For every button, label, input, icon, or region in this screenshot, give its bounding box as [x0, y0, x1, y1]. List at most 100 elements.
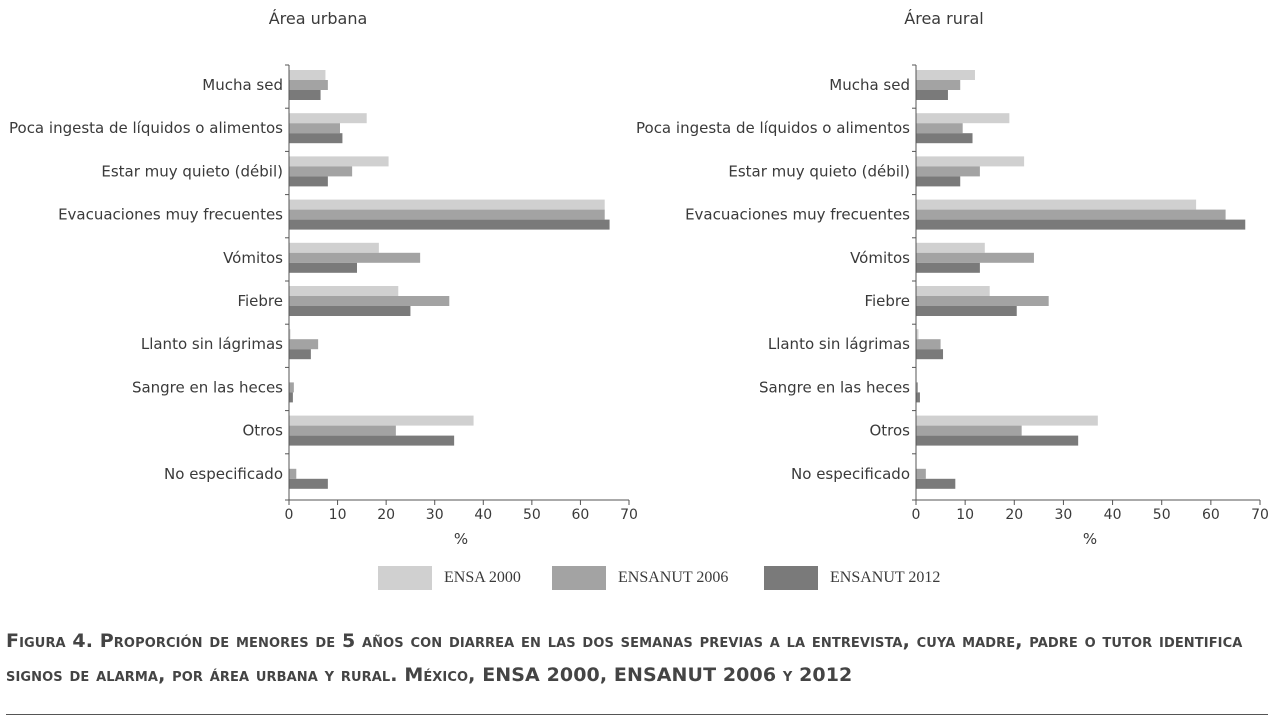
panel-2-bar-fiebre-ensa-2000: [916, 286, 990, 296]
panel-2-bar-mucha-sed-ensanut-2012: [916, 90, 948, 100]
panel-1-bar-estar-muy-quieto-debil-ensanut-2012: [289, 176, 328, 187]
panel-1-x-axis-label: %: [454, 530, 468, 548]
panel-1-bar-otros-ensa-2000: [289, 415, 474, 426]
legend: ENSA 2000 ENSANUT 2006 ENSANUT 2012: [378, 566, 978, 592]
panel-2-x-tick-label-40: 40: [1104, 507, 1122, 523]
panel-1-bar-otros-ensanut-2006: [289, 425, 396, 436]
panel-1-x-tick-label-40: 40: [474, 507, 492, 523]
panel-2-bar-mucha-sed-ensa-2000: [916, 70, 975, 80]
panel-2-bar-estar-muy-quieto-debil-ensanut-2012: [916, 176, 961, 187]
panel-2-bar-vomitos-ensanut-2012: [916, 262, 980, 273]
panel-2-category-label-otros: Otros: [869, 422, 910, 440]
panel-1-category-label-llanto-sin-lagrimas: Llanto sin lágrimas: [141, 335, 283, 353]
panel-2-bar-llanto-sin-lagrimas-ensanut-2012: [916, 349, 944, 360]
panel-2-bar-poca-ingesta-de-liquidos-o-alimentos-ensanut-2006: [916, 123, 963, 134]
panel-2-bar-no-especificado-ensanut-2006: [916, 468, 926, 479]
panel-2-x-tick-label-70: 70: [1251, 507, 1269, 523]
panel-1-category-label-estar-muy-quieto-debil: Estar muy quieto (débil): [101, 162, 283, 180]
panel-2-category-label-sangre-en-las-heces: Sangre en las heces: [759, 378, 910, 396]
legend-label-ensanut-2012: ENSANUT 2012: [830, 569, 941, 586]
panel-1-x-tick-label-50: 50: [523, 507, 541, 523]
panel-1-bar-vomitos-ensanut-2012: [289, 262, 357, 273]
panel-1-category-label-sangre-en-las-heces: Sangre en las heces: [132, 378, 283, 396]
panel-1-category-label-no-especificado: No especificado: [164, 465, 283, 483]
panel-1-title: Área urbana: [269, 9, 368, 28]
panel-1-bar-poca-ingesta-de-liquidos-o-alimentos-ensanut-2006: [289, 123, 340, 134]
panel-1-bar-estar-muy-quieto-debil-ensanut-2006: [289, 166, 353, 177]
panel-1-category-label-vomitos: Vómitos: [223, 249, 283, 267]
panel-2-bar-fiebre-ensanut-2006: [916, 296, 1049, 306]
panel-2-bar-evacuaciones-muy-frecuentes-ensanut-2006: [916, 209, 1226, 220]
panel-1-x-tick-label-10: 10: [329, 507, 347, 523]
panel-1-bar-vomitos-ensa-2000: [289, 242, 379, 253]
panel-1-bar-no-especificado-ensanut-2012: [289, 478, 328, 489]
panel-2-category-label-llanto-sin-lagrimas: Llanto sin lágrimas: [768, 335, 910, 353]
panel-2-bar-estar-muy-quieto-debil-ensa-2000: [916, 156, 1025, 167]
panel-2-x-tick-label-50: 50: [1153, 507, 1171, 523]
panel-2-bar-llanto-sin-lagrimas-ensanut-2006: [916, 339, 941, 350]
panel-1-bar-estar-muy-quieto-debil-ensa-2000: [289, 156, 389, 167]
panel-2-bar-otros-ensanut-2006: [916, 425, 1022, 436]
panel-2-bar-otros-ensanut-2012: [916, 435, 1079, 446]
panel-1-bar-poca-ingesta-de-liquidos-o-alimentos-ensa-2000: [289, 113, 367, 124]
bar-chart: Área urbana Mucha sed Poca ingesta de líqu…: [9, 9, 1269, 548]
legend-item-ensanut-2012: ENSANUT 2012: [764, 566, 940, 590]
caption-rule: [6, 714, 1268, 715]
panel-2-x-tick-label-20: 20: [1005, 507, 1023, 523]
panel-1-category-label-otros: Otros: [242, 422, 283, 440]
legend-swatch-ensanut-2012: [764, 566, 818, 590]
panel-1-bar-evacuaciones-muy-frecuentes-ensanut-2012: [289, 219, 610, 230]
panel-2-bar-vomitos-ensa-2000: [916, 242, 985, 253]
panel-2-category-label-no-especificado: No especificado: [791, 465, 910, 483]
panel-1-bar-fiebre-ensanut-2012: [289, 306, 411, 316]
panel-1-bar-poca-ingesta-de-liquidos-o-alimentos-ensanut-2012: [289, 133, 343, 144]
panel-2-bar-no-especificado-ensanut-2012: [916, 478, 956, 489]
panel-1-x-tick-label-20: 20: [377, 507, 395, 523]
legend-swatch-ensa-2000: [378, 566, 432, 590]
panel-1-category-label-evacuaciones-muy-frecuentes: Evacuaciones muy frecuentes: [58, 206, 283, 224]
panel-2-bar-mucha-sed-ensanut-2006: [916, 80, 961, 90]
panel-1-x-tick-label-30: 30: [426, 507, 444, 523]
panel-2-category-label-estar-muy-quieto-debil: Estar muy quieto (débil): [728, 162, 910, 180]
panel-2-category-label-mucha-sed: Mucha sed: [829, 76, 910, 94]
legend-label-ensanut-2006: ENSANUT 2006: [618, 569, 729, 586]
panel-2-category-label-fiebre: Fiebre: [864, 292, 910, 310]
legend-item-ensanut-2006: ENSANUT 2006: [552, 566, 728, 590]
panel-1-bar-mucha-sed-ensa-2000: [289, 70, 326, 80]
panel-1-bar-fiebre-ensa-2000: [289, 286, 399, 296]
panel-1-x-tick-label-60: 60: [572, 507, 590, 523]
panel-2-bar-poca-ingesta-de-liquidos-o-alimentos-ensa-2000: [916, 113, 1010, 124]
panel-1-bar-evacuaciones-muy-frecuentes-ensa-2000: [289, 199, 605, 210]
panel-2-bar-sangre-en-las-heces-ensanut-2012: [916, 392, 920, 403]
panel-2-bar-otros-ensa-2000: [916, 415, 1098, 426]
figure-caption: Figura 4. Proporción de menores de 5 año…: [6, 630, 1243, 686]
panel-2-bar-sangre-en-las-heces-ensanut-2006: [916, 382, 918, 393]
panel-2-bar-estar-muy-quieto-debil-ensanut-2006: [916, 166, 980, 177]
legend-item-ensa-2000: ENSA 2000: [378, 566, 521, 590]
panel-2-bar-llanto-sin-lagrimas-ensa-2000: [916, 329, 919, 340]
panel-2-category-label-evacuaciones-muy-frecuentes: Evacuaciones muy frecuentes: [685, 206, 910, 224]
panel-1-bar-llanto-sin-lagrimas-ensanut-2006: [289, 339, 319, 350]
panel-2-x-tick-label-10: 10: [956, 507, 974, 523]
panel-1-bar-evacuaciones-muy-frecuentes-ensanut-2006: [289, 209, 605, 220]
panel-1-bar-otros-ensanut-2012: [289, 435, 455, 446]
panel-2-category-label-vomitos: Vómitos: [850, 249, 910, 267]
panel-1-category-label-mucha-sed: Mucha sed: [202, 76, 283, 94]
panel-1-bar-sangre-en-las-heces-ensanut-2012: [289, 392, 293, 403]
panel-1-x-tick-label-70: 70: [620, 507, 638, 523]
panel-1-bar-llanto-sin-lagrimas-ensanut-2012: [289, 349, 311, 360]
panel-2-x-tick-label-0: 0: [912, 507, 921, 523]
panel-2-x-tick-label-30: 30: [1055, 507, 1073, 523]
panel-2-bar-evacuaciones-muy-frecuentes-ensa-2000: [916, 199, 1197, 210]
panel-1-bar-mucha-sed-ensanut-2012: [289, 90, 321, 100]
panel-1-bar-fiebre-ensanut-2006: [289, 296, 450, 306]
panel-2-x-axis-label: %: [1083, 530, 1097, 548]
panel-1-bar-no-especificado-ensanut-2006: [289, 468, 297, 479]
panel-1-bar-sangre-en-las-heces-ensanut-2006: [289, 382, 294, 393]
panel-2-bar-evacuaciones-muy-frecuentes-ensanut-2012: [916, 219, 1246, 230]
panel-1-category-label-poca-ingesta-de-liquidos-o-alimentos: Poca ingesta de líquidos o alimentos: [9, 119, 283, 137]
legend-label-ensa-2000: ENSA 2000: [444, 569, 521, 586]
panel-2-bar-vomitos-ensanut-2006: [916, 252, 1034, 263]
panel-1-category-label-fiebre: Fiebre: [237, 292, 283, 310]
panel-1-bar-llanto-sin-lagrimas-ensa-2000: [289, 329, 291, 340]
